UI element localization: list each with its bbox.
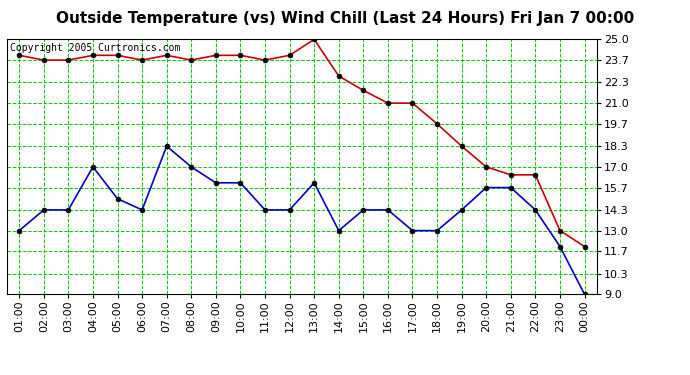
Text: Outside Temperature (vs) Wind Chill (Last 24 Hours) Fri Jan 7 00:00: Outside Temperature (vs) Wind Chill (Las… <box>56 11 634 26</box>
Text: Copyright 2005 Curtronics.com: Copyright 2005 Curtronics.com <box>10 43 180 53</box>
